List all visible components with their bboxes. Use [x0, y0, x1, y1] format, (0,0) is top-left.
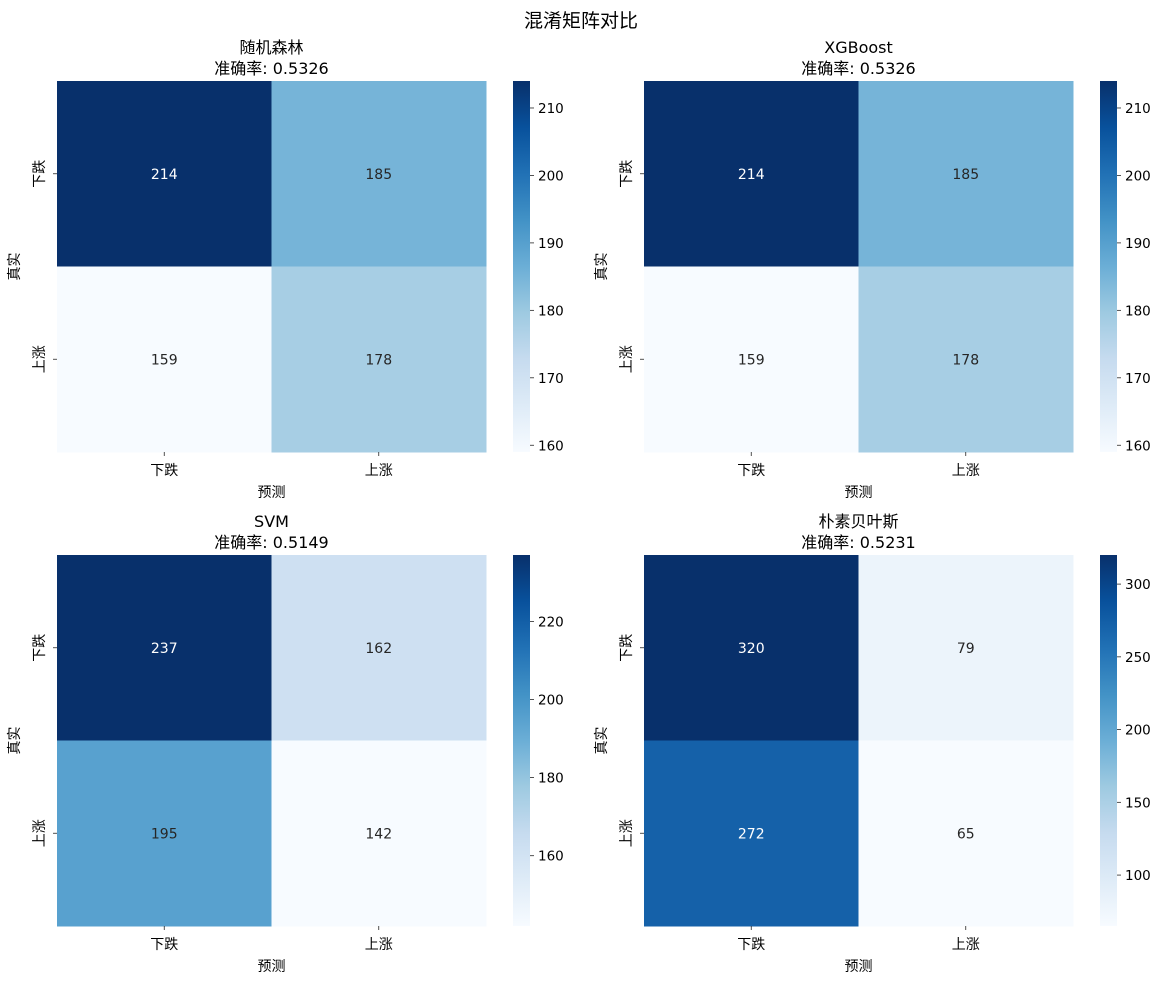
heatmap-cell	[644, 266, 859, 453]
heatmap-cell	[271, 266, 487, 453]
panel-accuracy: 准确率: 0.5231	[801, 533, 915, 552]
colorbar-tick-label: 100	[1125, 868, 1151, 884]
colorbar-tick-label: 160	[538, 438, 564, 454]
y-tick-label: 上涨	[619, 819, 635, 847]
cell-value: 272	[738, 826, 765, 842]
heatmap-cell	[858, 555, 1074, 741]
x-tick-label: 下跌	[737, 937, 765, 953]
y-tick-label: 上涨	[619, 345, 635, 373]
panel-title: 随机森林	[239, 38, 303, 57]
x-tick-label: 上涨	[365, 937, 393, 953]
colorbar	[513, 555, 530, 926]
y-tick-label: 下跌	[32, 634, 48, 662]
y-tick-label: 下跌	[32, 160, 48, 188]
y-tick-label: 上涨	[32, 345, 48, 373]
figure-suptitle: 混淆矩阵对比	[524, 10, 638, 32]
panel-accuracy: 准确率: 0.5149	[214, 533, 328, 552]
colorbar-tick-label: 300	[1125, 577, 1151, 593]
heatmap-cell	[644, 555, 859, 741]
x-tick-label: 上涨	[952, 937, 980, 953]
heatmap-cell	[271, 740, 487, 927]
x-tick-label: 下跌	[150, 937, 178, 953]
heatmap-cell	[57, 740, 272, 927]
colorbar-tick-label: 250	[1125, 650, 1151, 666]
colorbar-tick-label: 180	[1125, 303, 1151, 319]
cell-value: 214	[738, 167, 765, 183]
colorbar	[1100, 555, 1117, 926]
y-axis-label: 真实	[7, 727, 23, 755]
colorbar-tick-label: 150	[1125, 795, 1151, 811]
cell-value: 162	[365, 641, 392, 657]
colorbar-tick-label: 200	[538, 168, 564, 184]
heatmap-cell	[644, 740, 859, 927]
colorbar-tick-label: 200	[1125, 723, 1151, 739]
colorbar-tick-label: 210	[1125, 101, 1151, 117]
cell-value: 142	[365, 826, 392, 842]
panel-title: XGBoost	[824, 38, 893, 57]
colorbar-tick-label: 180	[538, 303, 564, 319]
cell-value: 195	[151, 826, 178, 842]
cell-value: 320	[738, 641, 765, 657]
heatmap-cell	[858, 81, 1074, 267]
y-axis-label: 真实	[594, 727, 610, 755]
cell-value: 185	[952, 167, 979, 183]
colorbar-tick-label: 220	[538, 614, 564, 630]
x-axis-label: 预测	[258, 485, 286, 501]
heatmap-cell	[858, 740, 1074, 927]
colorbar-tick-label: 160	[1125, 438, 1151, 454]
cell-value: 178	[365, 352, 392, 368]
cell-value: 159	[151, 352, 178, 368]
cell-value: 79	[957, 641, 975, 657]
panel-accuracy: 准确率: 0.5326	[801, 59, 915, 78]
colorbar-tick-label: 210	[538, 101, 564, 117]
panel-title: 朴素贝叶斯	[818, 512, 898, 531]
colorbar-tick-label: 170	[1125, 371, 1151, 387]
heatmap-cell	[57, 81, 272, 267]
x-tick-label: 上涨	[952, 463, 980, 479]
colorbar-tick-label: 160	[538, 849, 564, 865]
y-axis-label: 真实	[594, 253, 610, 281]
x-tick-label: 上涨	[365, 463, 393, 479]
heatmap-cell	[644, 81, 859, 267]
cell-value: 185	[365, 167, 392, 183]
colorbar-tick-label: 190	[538, 236, 564, 252]
heatmap-cell	[57, 555, 272, 741]
y-axis-label: 真实	[7, 253, 23, 281]
y-tick-label: 上涨	[32, 819, 48, 847]
colorbar-tick-label: 180	[538, 771, 564, 787]
cell-value: 178	[952, 352, 979, 368]
heatmap-cell	[271, 555, 487, 741]
panel-accuracy: 准确率: 0.5326	[214, 59, 328, 78]
y-tick-label: 下跌	[619, 634, 635, 662]
colorbar-tick-label: 200	[538, 692, 564, 708]
x-axis-label: 预测	[845, 485, 873, 501]
cell-value: 65	[957, 826, 975, 842]
colorbar-tick-label: 170	[538, 371, 564, 387]
colorbar	[1100, 81, 1117, 452]
heatmap-cell	[57, 266, 272, 453]
x-tick-label: 下跌	[737, 463, 765, 479]
colorbar	[513, 81, 530, 452]
x-axis-label: 预测	[845, 959, 873, 975]
x-axis-label: 预测	[258, 959, 286, 975]
x-tick-label: 下跌	[150, 463, 178, 479]
cell-value: 159	[738, 352, 765, 368]
y-tick-label: 下跌	[619, 160, 635, 188]
panel-title: SVM	[254, 512, 289, 531]
colorbar-tick-label: 200	[1125, 168, 1151, 184]
heatmap-cell	[271, 81, 487, 267]
colorbar-tick-label: 190	[1125, 236, 1151, 252]
cell-value: 214	[151, 167, 178, 183]
heatmap-cell	[858, 266, 1074, 453]
cell-value: 237	[151, 641, 178, 657]
